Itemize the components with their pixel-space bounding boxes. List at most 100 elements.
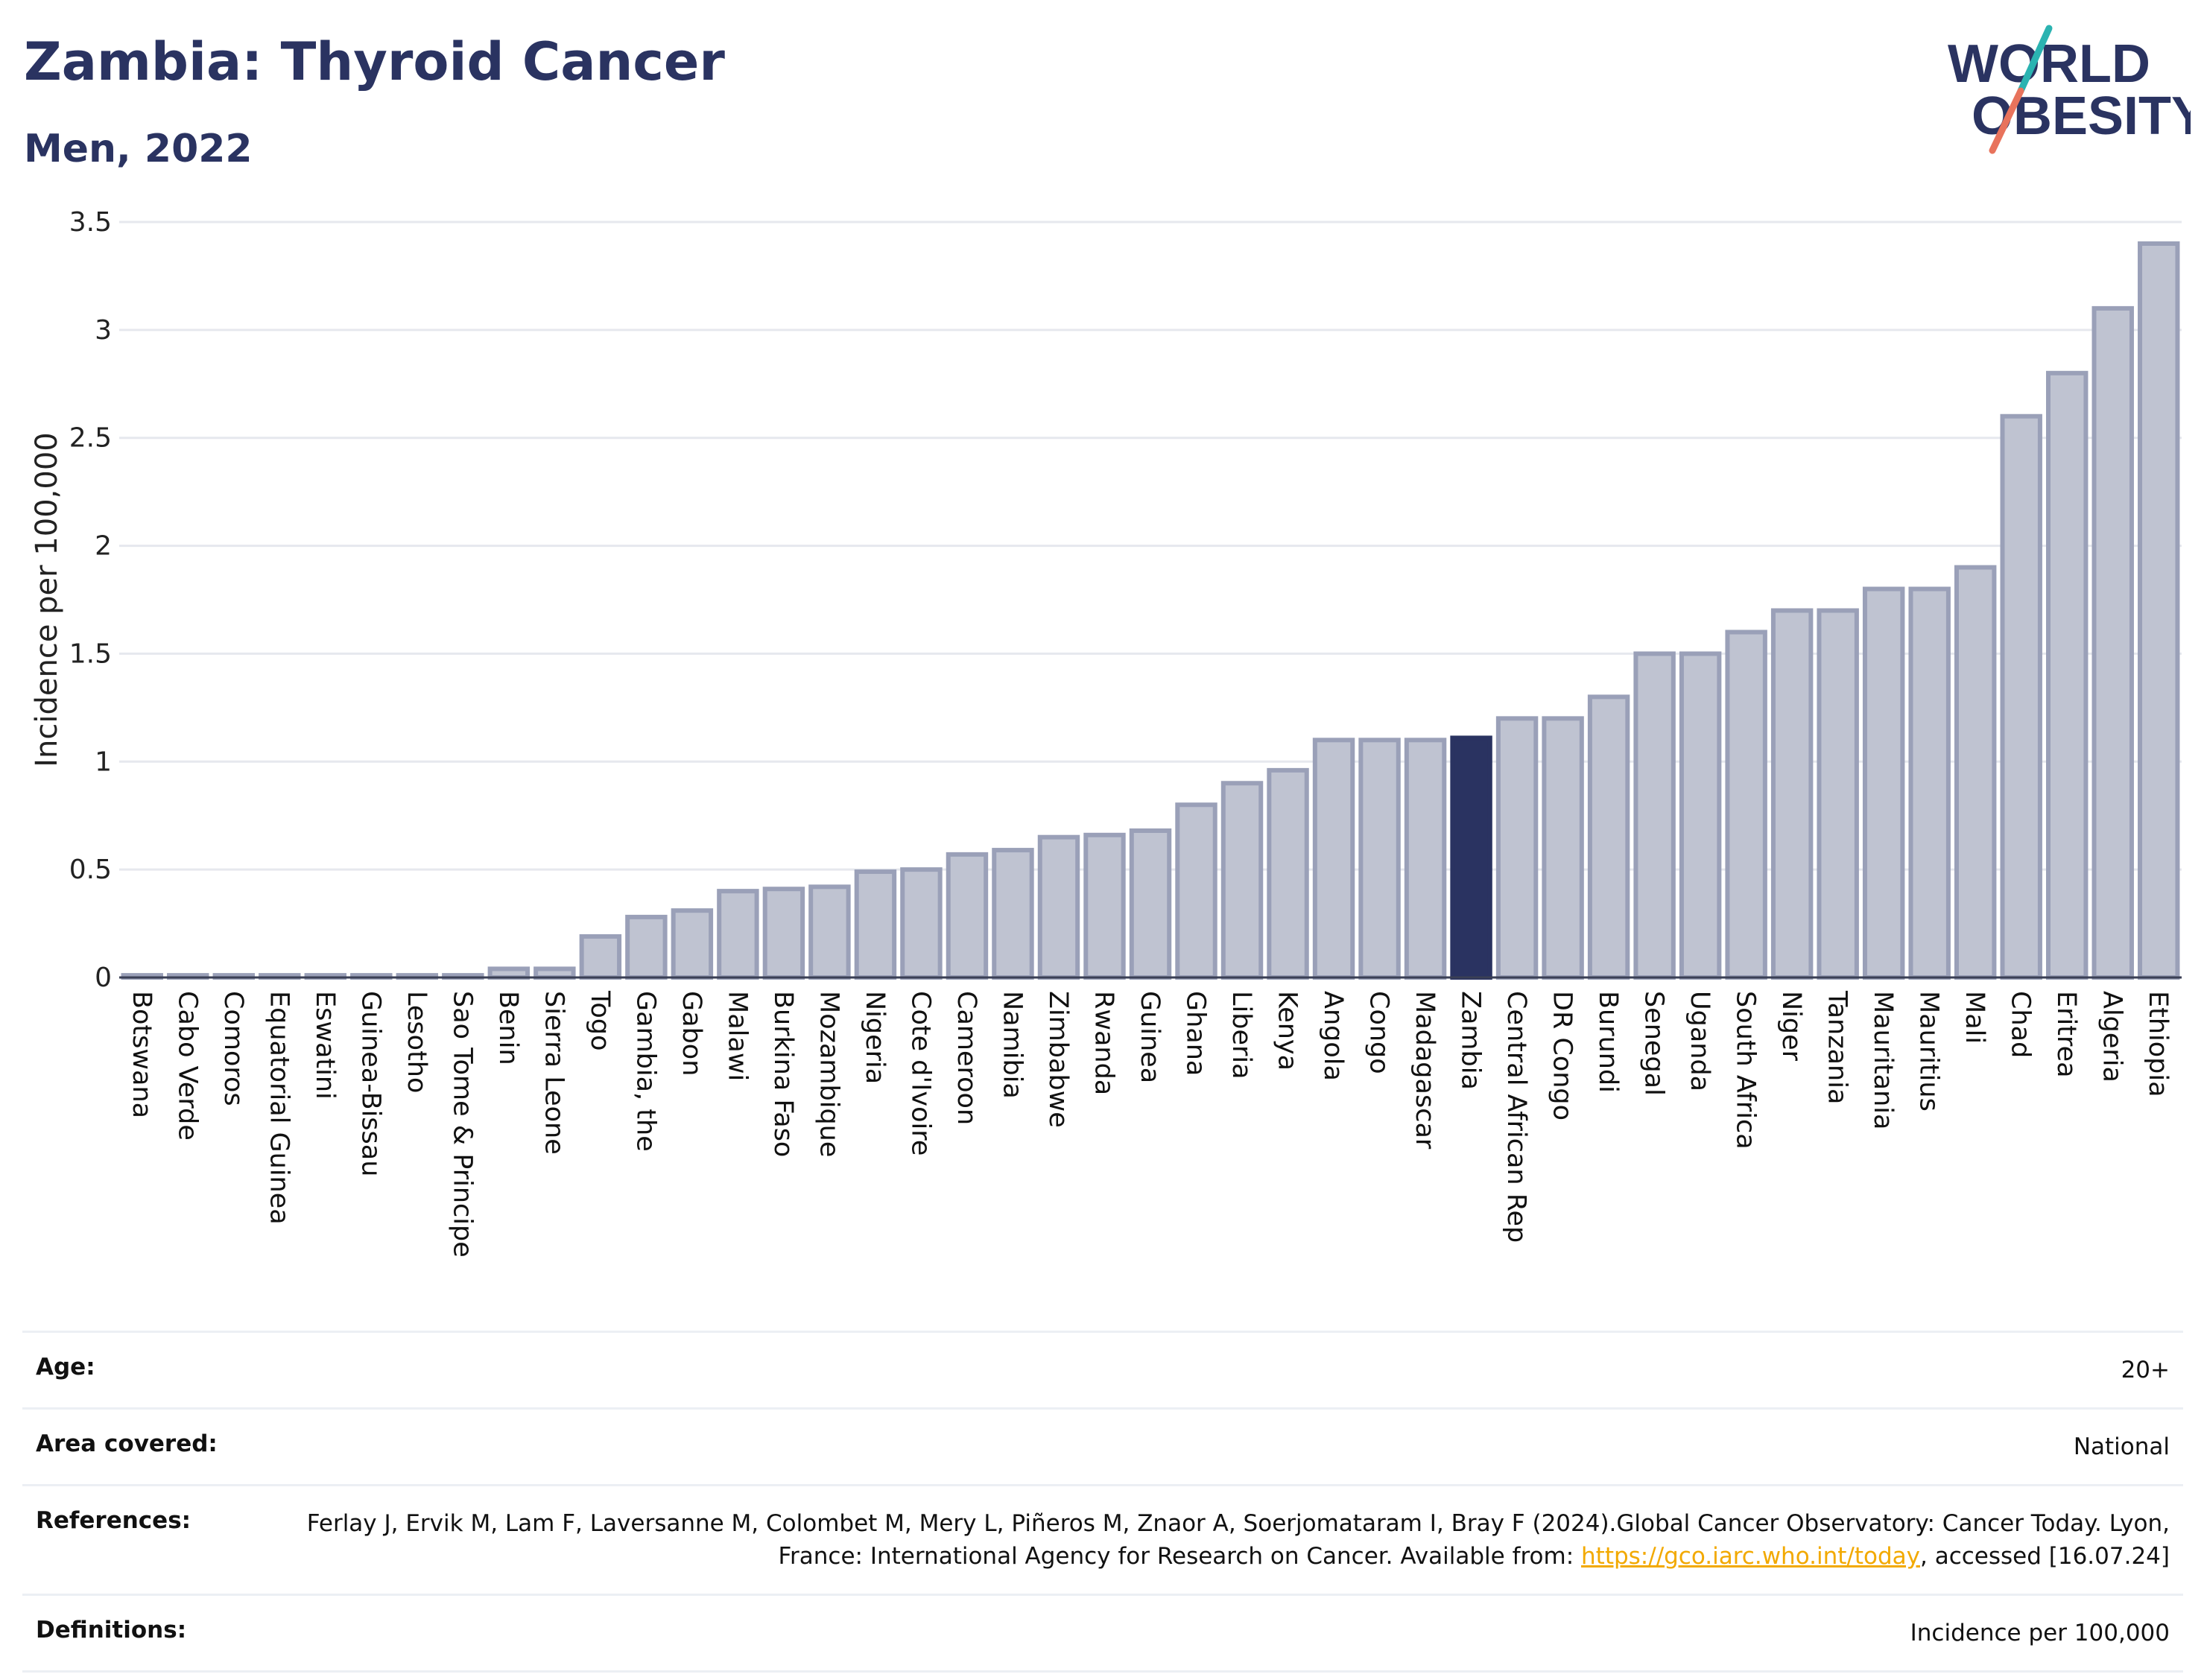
definitions-label: Definitions: xyxy=(36,1617,187,1644)
x-tick-label: Namibia xyxy=(997,991,1027,1099)
y-tick-label: 1.5 xyxy=(69,638,112,669)
y-axis-label: Incidence per 100,000 xyxy=(30,432,64,767)
x-tick-label: Burundi xyxy=(1593,991,1623,1093)
x-tick-label: Togo xyxy=(585,990,615,1050)
bar xyxy=(2138,241,2180,980)
x-tick-label: DR Congo xyxy=(1548,991,1577,1120)
area-value: National xyxy=(2073,1433,2170,1461)
bar xyxy=(487,966,531,980)
y-tick-label: 2.5 xyxy=(69,423,112,454)
x-tick-label: Kenya xyxy=(1273,991,1302,1071)
bar xyxy=(762,887,805,980)
x-tick-label: Nigeria xyxy=(860,991,890,1084)
bar xyxy=(992,848,1034,980)
bar xyxy=(717,889,759,980)
age-value: 20+ xyxy=(2121,1357,2170,1383)
x-tick-label: South Africa xyxy=(1731,991,1761,1150)
bar xyxy=(1175,802,1217,980)
y-tick-label: 2 xyxy=(95,531,112,562)
x-tick-label: Mali xyxy=(1960,991,1989,1044)
x-tick-label: Algeria xyxy=(2097,991,2127,1083)
x-tick-label: Central African Rep xyxy=(1501,991,1531,1243)
x-tick-label: Equatorial Guinea xyxy=(264,991,294,1225)
x-tick-label: Cameroon xyxy=(951,991,981,1125)
bar xyxy=(671,908,714,980)
bar-chart: 0 0.5 1 1.5 2 2.5 3 3.5 Incidence per 100,000 Bot… xyxy=(30,207,2182,1258)
info-row-age: Age: 20+ xyxy=(22,1331,2183,1407)
logo-text-obesity: OBESITY xyxy=(1972,86,2191,146)
y-tick-label: 3.5 xyxy=(69,207,112,238)
x-tick-label: Mauritius xyxy=(1914,991,1944,1112)
references-after: , accessed [16.07.24] xyxy=(1919,1543,2170,1570)
bar xyxy=(1450,735,1492,980)
y-tick-label: 0 xyxy=(95,963,112,993)
bar xyxy=(2091,305,2134,980)
x-tick-label: Gabon xyxy=(677,991,706,1076)
references-label: References: xyxy=(36,1507,191,1535)
logo-text-world: WORLD xyxy=(1948,34,2150,94)
page-subtitle: Men, 2022 xyxy=(24,127,253,171)
bar xyxy=(1679,651,1722,980)
x-tick-label: Angola xyxy=(1318,991,1348,1081)
x-tick-label: Madagascar xyxy=(1410,991,1440,1150)
bar xyxy=(1312,738,1355,980)
bar xyxy=(1495,716,1539,980)
x-tick-label: Gambia, the xyxy=(630,991,660,1152)
bar xyxy=(946,852,989,980)
logo-slash-teal xyxy=(2017,25,2053,95)
x-tick-label: Eswatini xyxy=(310,991,340,1100)
bar xyxy=(1587,694,1630,980)
bar xyxy=(1862,586,1905,980)
bar xyxy=(1817,608,1859,980)
bar xyxy=(808,884,851,980)
y-tick-label: 1 xyxy=(95,747,112,777)
info-table: Age: 20+ Area covered: National Referenc… xyxy=(22,1331,2183,1673)
bar xyxy=(900,867,943,980)
bar xyxy=(1770,608,1814,980)
x-tick-label: Sao Tome & Principe xyxy=(447,991,477,1258)
bar xyxy=(579,933,622,980)
info-row-references: References: Ferlay J, Ervik M, Lam F, La… xyxy=(22,1484,2183,1594)
bar xyxy=(1542,716,1584,980)
bar xyxy=(2046,370,2089,980)
x-tick-label: Eritrea xyxy=(2051,991,2081,1078)
x-tick-label: Uganda xyxy=(1685,991,1714,1091)
references-link[interactable]: https://gco.iarc.who.int/today xyxy=(1581,1543,1920,1570)
bar xyxy=(1267,767,1309,980)
x-tick-label: Rwanda xyxy=(1089,991,1118,1095)
x-tick-label: Lesotho xyxy=(402,991,431,1093)
bar xyxy=(625,914,668,980)
x-tick-label: Senegal xyxy=(1639,991,1669,1096)
x-tick-label: Tanzania xyxy=(1823,990,1852,1104)
bar xyxy=(1633,651,1676,980)
bar xyxy=(2000,413,2042,980)
info-row-definitions: Definitions: Incidence per 100,000 xyxy=(22,1594,2183,1673)
bar xyxy=(533,966,576,980)
references-value: Ferlay J, Ervik M, Lam F, Laversanne M, … xyxy=(270,1507,2170,1573)
x-tick-label: Mozambique xyxy=(814,991,843,1157)
x-tick-label: Botswana xyxy=(127,991,156,1118)
x-tick-label: Cabo Verde xyxy=(172,991,202,1141)
x-tick-label: Chad xyxy=(2006,991,2036,1058)
x-tick-label: Liberia xyxy=(1226,991,1256,1080)
x-tick-label: Congo xyxy=(1364,991,1394,1074)
bar xyxy=(1358,738,1401,980)
bar xyxy=(1954,565,1997,980)
area-label: Area covered: xyxy=(36,1430,218,1458)
age-label: Age: xyxy=(36,1354,95,1381)
bar xyxy=(1725,630,1767,980)
bar xyxy=(1129,828,1172,980)
bar xyxy=(1037,834,1080,980)
y-tick-label: 3 xyxy=(95,315,112,346)
x-tick-label: Zambia xyxy=(1456,991,1486,1090)
x-tick-label: Guinea-Bissau xyxy=(355,991,385,1176)
bar xyxy=(1908,586,1951,980)
bar xyxy=(1220,781,1264,980)
references-text: Ferlay J, Ervik M, Lam F, Laversanne M, … xyxy=(306,1510,2170,1570)
x-tick-label: Zimbabwe xyxy=(1043,991,1073,1128)
logo-slash-coral xyxy=(1989,87,2024,154)
x-tick-label: Ethiopia xyxy=(2143,991,2173,1097)
x-tick-label: Cote d'Ivoire xyxy=(905,991,935,1156)
bar xyxy=(854,869,897,980)
x-tick-label: Comoros xyxy=(218,991,248,1106)
